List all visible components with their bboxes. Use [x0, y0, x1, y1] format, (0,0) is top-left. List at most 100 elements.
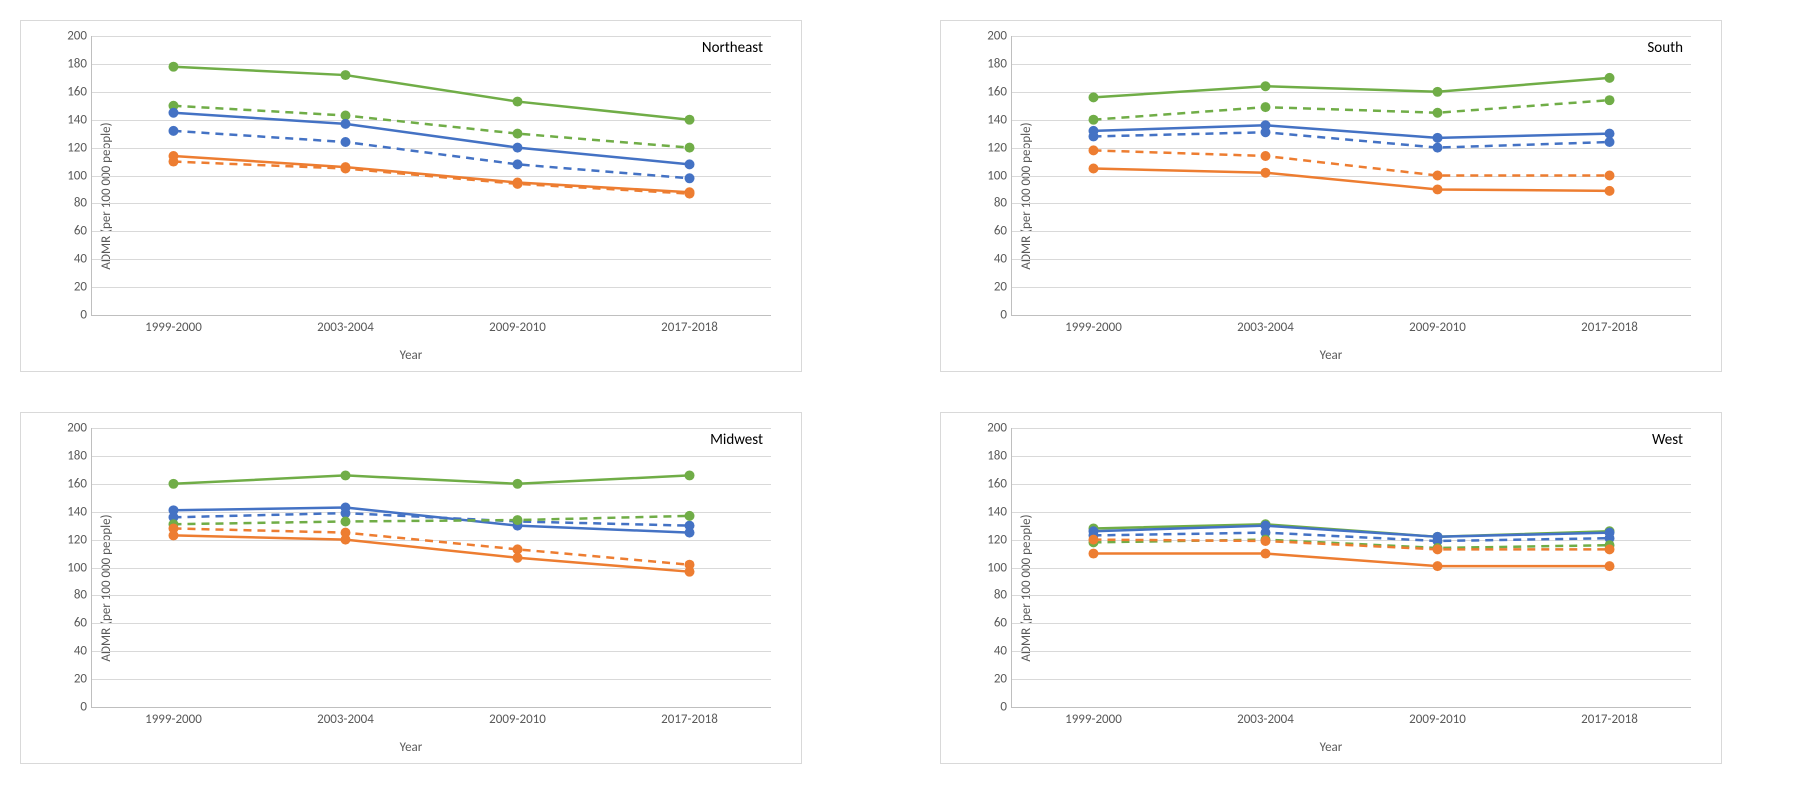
data-marker [341, 535, 351, 545]
ytick-label: 200 [987, 29, 1012, 44]
data-marker [1261, 168, 1271, 178]
ytick-label: 0 [80, 700, 92, 715]
ytick-label: 140 [67, 112, 92, 127]
xtick-label: 2017-2018 [661, 315, 718, 335]
data-marker [1433, 184, 1443, 194]
plot-area: 0204060801001201401601802001999-20002003… [1011, 428, 1691, 708]
ytick-label: 60 [74, 224, 92, 239]
data-marker [513, 143, 523, 153]
ytick-label: 80 [994, 196, 1012, 211]
data-marker [168, 126, 178, 136]
plot-area: 0204060801001201401601802001999-20002003… [91, 428, 771, 708]
x-axis-label: Year [1320, 348, 1343, 363]
ytick-label: 200 [67, 29, 92, 44]
xtick-label: 1999-2000 [145, 315, 202, 335]
data-marker [1261, 102, 1271, 112]
data-marker [685, 143, 695, 153]
ytick-label: 140 [987, 112, 1012, 127]
data-marker [1088, 115, 1098, 125]
data-marker [1088, 549, 1098, 559]
data-marker [513, 129, 523, 139]
ytick-label: 40 [74, 252, 92, 267]
ytick-label: 60 [994, 616, 1012, 631]
markers-svg [92, 36, 771, 315]
ytick-label: 140 [987, 504, 1012, 519]
ytick-label: 60 [994, 224, 1012, 239]
ytick-label: 80 [74, 588, 92, 603]
data-marker [168, 479, 178, 489]
data-marker [1261, 536, 1271, 546]
data-marker [513, 179, 523, 189]
data-marker [341, 119, 351, 129]
xtick-label: 2017-2018 [1581, 315, 1638, 335]
xtick-label: 2009-2010 [1409, 315, 1466, 335]
data-marker [341, 70, 351, 80]
plot-area: 0204060801001201401601802001999-20002003… [91, 36, 771, 316]
xtick-label: 1999-2000 [1065, 315, 1122, 335]
data-marker [1605, 95, 1615, 105]
ytick-label: 120 [987, 140, 1012, 155]
data-marker [685, 173, 695, 183]
xtick-label: 2003-2004 [317, 707, 374, 727]
data-marker [1605, 171, 1615, 181]
data-marker [1088, 145, 1098, 155]
data-marker [1261, 549, 1271, 559]
chart-panel: ADMR (per 100 000 people)YearMidwest0204… [20, 412, 802, 764]
xtick-label: 2003-2004 [1237, 707, 1294, 727]
ytick-label: 0 [80, 308, 92, 323]
ytick-label: 40 [74, 644, 92, 659]
ytick-label: 100 [987, 168, 1012, 183]
data-marker [1433, 87, 1443, 97]
xtick-label: 2009-2010 [489, 707, 546, 727]
ytick-label: 20 [74, 280, 92, 295]
ytick-label: 0 [1000, 308, 1012, 323]
data-marker [1088, 131, 1098, 141]
ytick-label: 120 [67, 532, 92, 547]
ytick-label: 160 [987, 476, 1012, 491]
ytick-label: 200 [987, 421, 1012, 436]
ytick-label: 120 [67, 140, 92, 155]
data-marker [1433, 108, 1443, 118]
data-marker [1605, 73, 1615, 83]
data-marker [168, 62, 178, 72]
data-marker [1433, 143, 1443, 153]
ytick-label: 100 [67, 560, 92, 575]
ytick-label: 0 [1000, 700, 1012, 715]
data-marker [168, 530, 178, 540]
data-marker [685, 521, 695, 531]
data-marker [685, 115, 695, 125]
data-marker [1605, 186, 1615, 196]
data-marker [1261, 127, 1271, 137]
ytick-label: 200 [67, 421, 92, 436]
data-marker [1433, 561, 1443, 571]
xtick-label: 2003-2004 [1237, 315, 1294, 335]
ytick-label: 180 [987, 448, 1012, 463]
xtick-label: 2017-2018 [1581, 707, 1638, 727]
ytick-label: 160 [67, 84, 92, 99]
data-marker [168, 157, 178, 167]
data-marker [685, 189, 695, 199]
xtick-label: 2003-2004 [317, 315, 374, 335]
plot-area: 0204060801001201401601802001999-20002003… [1011, 36, 1691, 316]
ytick-label: 80 [74, 196, 92, 211]
ytick-label: 100 [987, 560, 1012, 575]
ytick-label: 160 [67, 476, 92, 491]
data-marker [513, 553, 523, 563]
data-marker [685, 470, 695, 480]
markers-svg [1012, 36, 1691, 315]
chart-panel: ADMR (per 100 000 people)YearWest0204060… [940, 412, 1722, 764]
data-marker [1433, 171, 1443, 181]
data-marker [1088, 535, 1098, 545]
xtick-label: 1999-2000 [145, 707, 202, 727]
data-marker [513, 479, 523, 489]
x-axis-label: Year [400, 740, 423, 755]
data-marker [1605, 137, 1615, 147]
chart-panel: ADMR (per 100 000 people)YearNortheast02… [20, 20, 802, 372]
x-axis-label: Year [400, 348, 423, 363]
data-marker [341, 470, 351, 480]
data-marker [685, 567, 695, 577]
ytick-label: 20 [74, 672, 92, 687]
xtick-label: 2009-2010 [489, 315, 546, 335]
ytick-label: 80 [994, 588, 1012, 603]
markers-svg [1012, 428, 1691, 707]
